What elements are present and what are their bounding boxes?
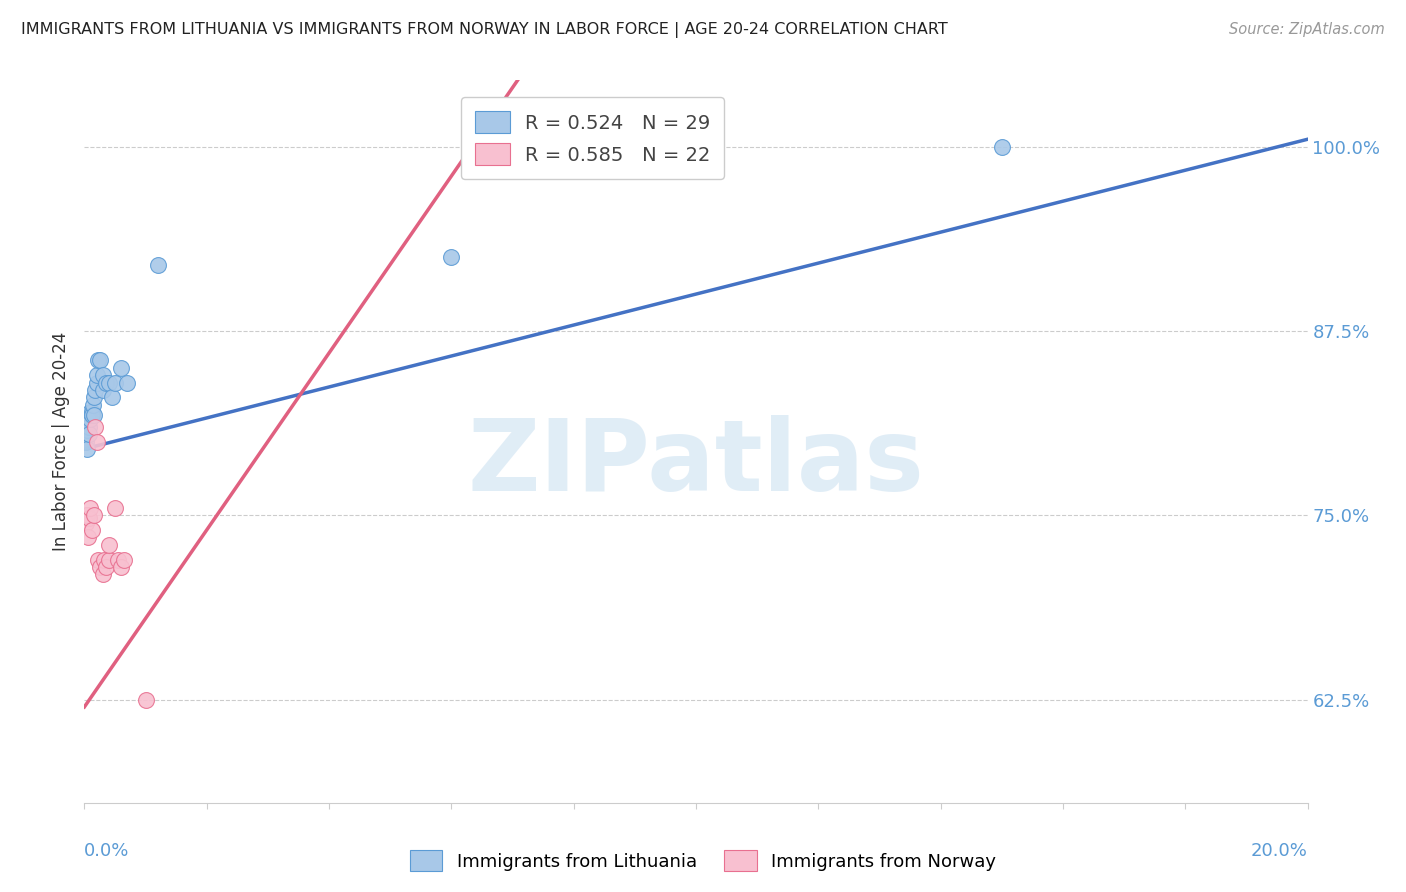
Point — [110, 560, 132, 574]
Point — [104, 376, 127, 390]
Text: 20.0%: 20.0% — [1251, 842, 1308, 860]
Point — [101, 390, 124, 404]
Point — [79, 405, 101, 419]
Point — [94, 376, 117, 390]
Point — [91, 567, 114, 582]
Point — [84, 383, 107, 397]
Point — [76, 508, 98, 523]
Point — [76, 423, 98, 437]
Y-axis label: In Labor Force | Age 20-24: In Labor Force | Age 20-24 — [52, 332, 70, 551]
Point — [83, 408, 105, 422]
Point — [112, 552, 135, 566]
Point — [80, 405, 103, 419]
Point — [93, 552, 115, 566]
Point — [83, 508, 105, 523]
Point — [79, 500, 101, 515]
Point — [135, 692, 157, 706]
Point — [89, 560, 111, 574]
Point — [86, 376, 108, 390]
Text: IMMIGRANTS FROM LITHUANIA VS IMMIGRANTS FROM NORWAY IN LABOR FORCE | AGE 20-24 C: IMMIGRANTS FROM LITHUANIA VS IMMIGRANTS … — [21, 22, 948, 38]
Point — [77, 412, 100, 426]
Text: Source: ZipAtlas.com: Source: ZipAtlas.com — [1229, 22, 1385, 37]
Point — [107, 552, 129, 566]
Point — [97, 552, 120, 566]
Point — [115, 376, 138, 390]
Point — [86, 368, 108, 383]
Point — [991, 139, 1014, 153]
Point — [87, 552, 110, 566]
Text: 0.0%: 0.0% — [84, 842, 129, 860]
Point — [110, 360, 132, 375]
Legend: R = 0.524   N = 29, R = 0.585   N = 22: R = 0.524 N = 29, R = 0.585 N = 22 — [461, 97, 724, 179]
Point — [77, 419, 100, 434]
Point — [83, 390, 105, 404]
Point — [82, 408, 104, 422]
Point — [77, 511, 100, 525]
Point — [75, 434, 97, 449]
Point — [79, 412, 101, 426]
Point — [76, 442, 98, 456]
Point — [82, 523, 104, 537]
Point — [97, 538, 120, 552]
Point — [83, 419, 105, 434]
Point — [104, 500, 127, 515]
Point — [76, 508, 98, 523]
Point — [87, 353, 110, 368]
Point — [91, 368, 114, 383]
Point — [91, 383, 114, 397]
Point — [86, 434, 108, 449]
Point — [94, 560, 117, 574]
Legend: Immigrants from Lithuania, Immigrants from Norway: Immigrants from Lithuania, Immigrants fr… — [402, 843, 1004, 879]
Point — [440, 250, 463, 264]
Point — [82, 398, 104, 412]
Text: ZIPatlas: ZIPatlas — [468, 415, 924, 512]
Point — [89, 353, 111, 368]
Point — [75, 516, 97, 530]
Point — [146, 258, 169, 272]
Point — [97, 376, 120, 390]
Point — [77, 530, 100, 544]
Point — [77, 427, 100, 442]
